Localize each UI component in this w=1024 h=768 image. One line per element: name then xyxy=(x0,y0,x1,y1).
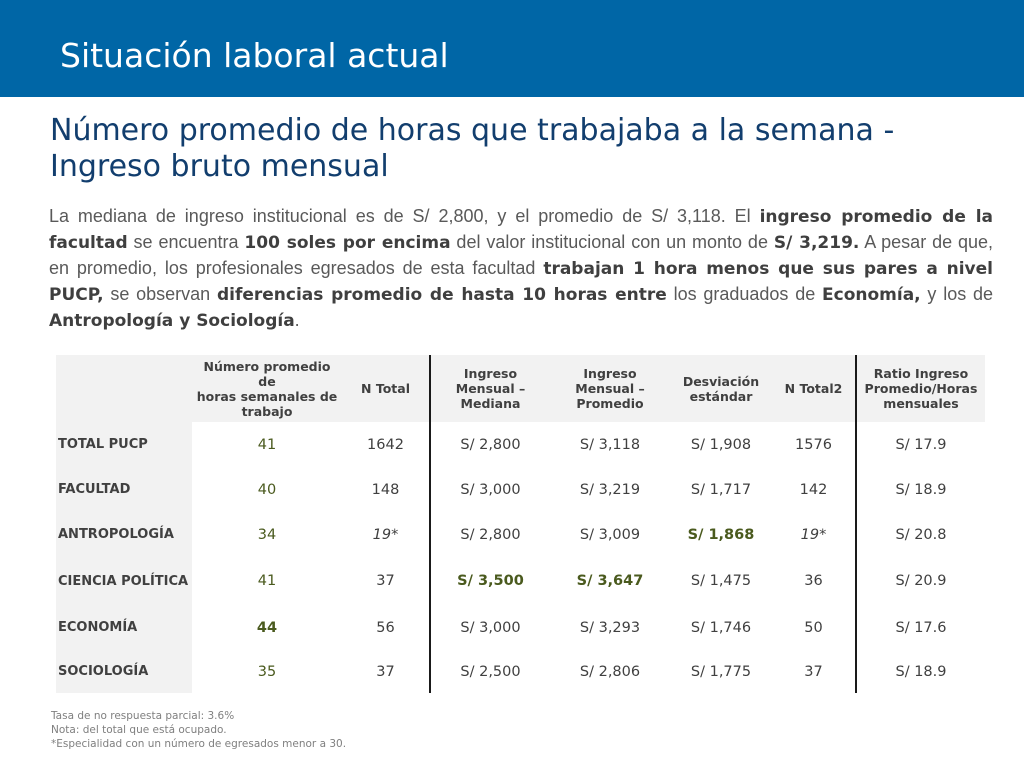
header-promedio: Ingreso Mensual – Promedio xyxy=(550,355,670,422)
row-label: FACULTAD xyxy=(56,467,192,512)
header-ntotal2: N Total2 xyxy=(772,355,857,422)
cell-promedio: S/ 3,009 xyxy=(579,526,641,543)
summary-paragraph: La mediana de ingreso institucional es d… xyxy=(49,204,993,334)
cell-ratio: S/ 18.9 xyxy=(895,481,947,498)
results-table: Número promedio de horas semanales de tr… xyxy=(56,355,985,693)
note-response-rate: Tasa de no respuesta parcial: 3.6% xyxy=(51,710,235,722)
table-header-row: Número promedio de horas semanales de tr… xyxy=(56,355,985,422)
para-text-8: . xyxy=(294,310,300,330)
para-bold-6: Economía, xyxy=(822,285,921,305)
cell-ntotal: 37 xyxy=(342,650,431,693)
note-asterisk: *Especialidad con un número de egresados… xyxy=(51,738,347,750)
cell-ntotal2: 50 xyxy=(772,605,857,650)
table-row: FACULTAD 40 148 S/ 3,000 S/ 3,219 S/ 1,7… xyxy=(56,467,985,512)
table-row: CIENCIA POLÍTICA 41 37 S/ 3,500 S/ 3,647… xyxy=(56,557,985,605)
row-label: ANTROPOLOGÍA xyxy=(56,512,192,557)
cell-promedio: S/ 3,118 xyxy=(579,436,641,453)
cell-desviacion: S/ 1,775 xyxy=(690,663,752,680)
cell-mediana: S/ 3,500 xyxy=(457,573,524,589)
cell-desviacion: S/ 1,868 xyxy=(687,526,755,543)
cell-promedio: S/ 3,219 xyxy=(579,481,641,498)
para-bold-7: Antropología y Sociología xyxy=(49,311,295,331)
cell-ntotal2: 37 xyxy=(772,650,857,693)
para-bold-4: trabajan 1 hora menos que sus pares a ni… xyxy=(49,259,993,305)
para-bold-5: diferencias promedio de hasta 10 horas e… xyxy=(216,285,667,305)
header-ntotal: N Total xyxy=(342,355,431,422)
note-employed: Nota: del total que está ocupado. xyxy=(51,724,227,736)
cell-ntotal: 19* xyxy=(342,512,431,557)
cell-ntotal2: 19* xyxy=(772,512,857,557)
para-text-1: La mediana de ingreso institucional es d… xyxy=(49,206,760,226)
para-text-3: del valor institucional con un monto de xyxy=(450,232,774,252)
header-empty xyxy=(56,355,192,422)
cell-desviacion: S/ 1,475 xyxy=(690,573,752,589)
cell-ratio: S/ 17.9 xyxy=(895,436,947,453)
row-label: SOCIOLOGÍA xyxy=(56,650,192,693)
cell-ntotal: 148 xyxy=(342,467,431,512)
cell-ratio: S/ 20.8 xyxy=(895,526,947,543)
cell-horas: 34 xyxy=(257,526,277,543)
cell-ratio: S/ 17.6 xyxy=(895,619,947,636)
para-text-7: y los de xyxy=(920,284,994,304)
slide-title: Situación laboral actual xyxy=(60,36,449,75)
cell-ntotal2: 1576 xyxy=(772,422,857,467)
cell-mediana: S/ 2,800 xyxy=(460,436,521,453)
para-bold-2: 100 soles por encima xyxy=(244,233,451,253)
cell-horas: 40 xyxy=(257,481,277,498)
header-desviacion: Desviación estándar xyxy=(670,355,772,422)
row-label: ECONOMÍA xyxy=(56,605,192,650)
table-row: ANTROPOLOGÍA 34 19* S/ 2,800 S/ 3,009 S/… xyxy=(56,512,985,557)
cell-horas: 35 xyxy=(257,663,277,680)
cell-mediana: S/ 3,000 xyxy=(460,481,521,498)
para-bold-1: ingreso promedio de la facultad xyxy=(49,207,993,253)
cell-promedio: S/ 3,293 xyxy=(579,619,641,636)
para-text-5: se observan xyxy=(103,284,217,304)
cell-promedio: S/ 3,647 xyxy=(576,573,644,589)
cell-horas: 44 xyxy=(256,619,278,636)
row-label: CIENCIA POLÍTICA xyxy=(56,557,192,605)
cell-promedio: S/ 2,806 xyxy=(579,663,641,680)
para-text-2: se encuentra xyxy=(127,232,245,252)
table-row: ECONOMÍA 44 56 S/ 3,000 S/ 3,293 S/ 1,74… xyxy=(56,605,985,650)
cell-ntotal: 1642 xyxy=(342,422,431,467)
cell-ratio: S/ 18.9 xyxy=(895,663,947,680)
table-row: SOCIOLOGÍA 35 37 S/ 2,500 S/ 2,806 S/ 1,… xyxy=(56,650,985,693)
header-band xyxy=(0,0,1024,97)
cell-mediana: S/ 2,800 xyxy=(460,526,521,543)
slide-subtitle: Número promedio de horas que trabajaba a… xyxy=(50,113,895,184)
header-ratio: Ratio Ingreso Promedio/Horas mensuales xyxy=(856,355,985,422)
para-text-4: A pesar de que, en promedio, los profesi… xyxy=(49,232,994,278)
cell-horas: 41 xyxy=(257,573,277,589)
cell-ntotal: 37 xyxy=(342,557,431,605)
row-label: TOTAL PUCP xyxy=(56,422,192,467)
cell-ntotal2: 36 xyxy=(772,557,857,605)
para-text-6: los graduados de xyxy=(666,284,823,304)
header-mediana: Ingreso Mensual – Mediana xyxy=(430,355,550,422)
cell-mediana: S/ 3,000 xyxy=(460,619,521,636)
cell-desviacion: S/ 1,746 xyxy=(690,619,752,636)
cell-ntotal2: 142 xyxy=(772,467,857,512)
cell-mediana: S/ 2,500 xyxy=(460,663,521,680)
para-bold-3: S/ 3,219. xyxy=(773,233,860,253)
cell-horas: 41 xyxy=(257,436,277,453)
header-horas: Número promedio de horas semanales de tr… xyxy=(192,355,342,422)
cell-ntotal: 56 xyxy=(342,605,431,650)
cell-ratio: S/ 20.9 xyxy=(895,573,947,589)
cell-desviacion: S/ 1,908 xyxy=(690,436,752,453)
cell-desviacion: S/ 1,717 xyxy=(690,481,752,498)
table-row: TOTAL PUCP 41 1642 S/ 2,800 S/ 3,118 S/ … xyxy=(56,422,985,467)
footnotes: Tasa de no respuesta parcial: 3.6% Nota:… xyxy=(51,709,346,751)
